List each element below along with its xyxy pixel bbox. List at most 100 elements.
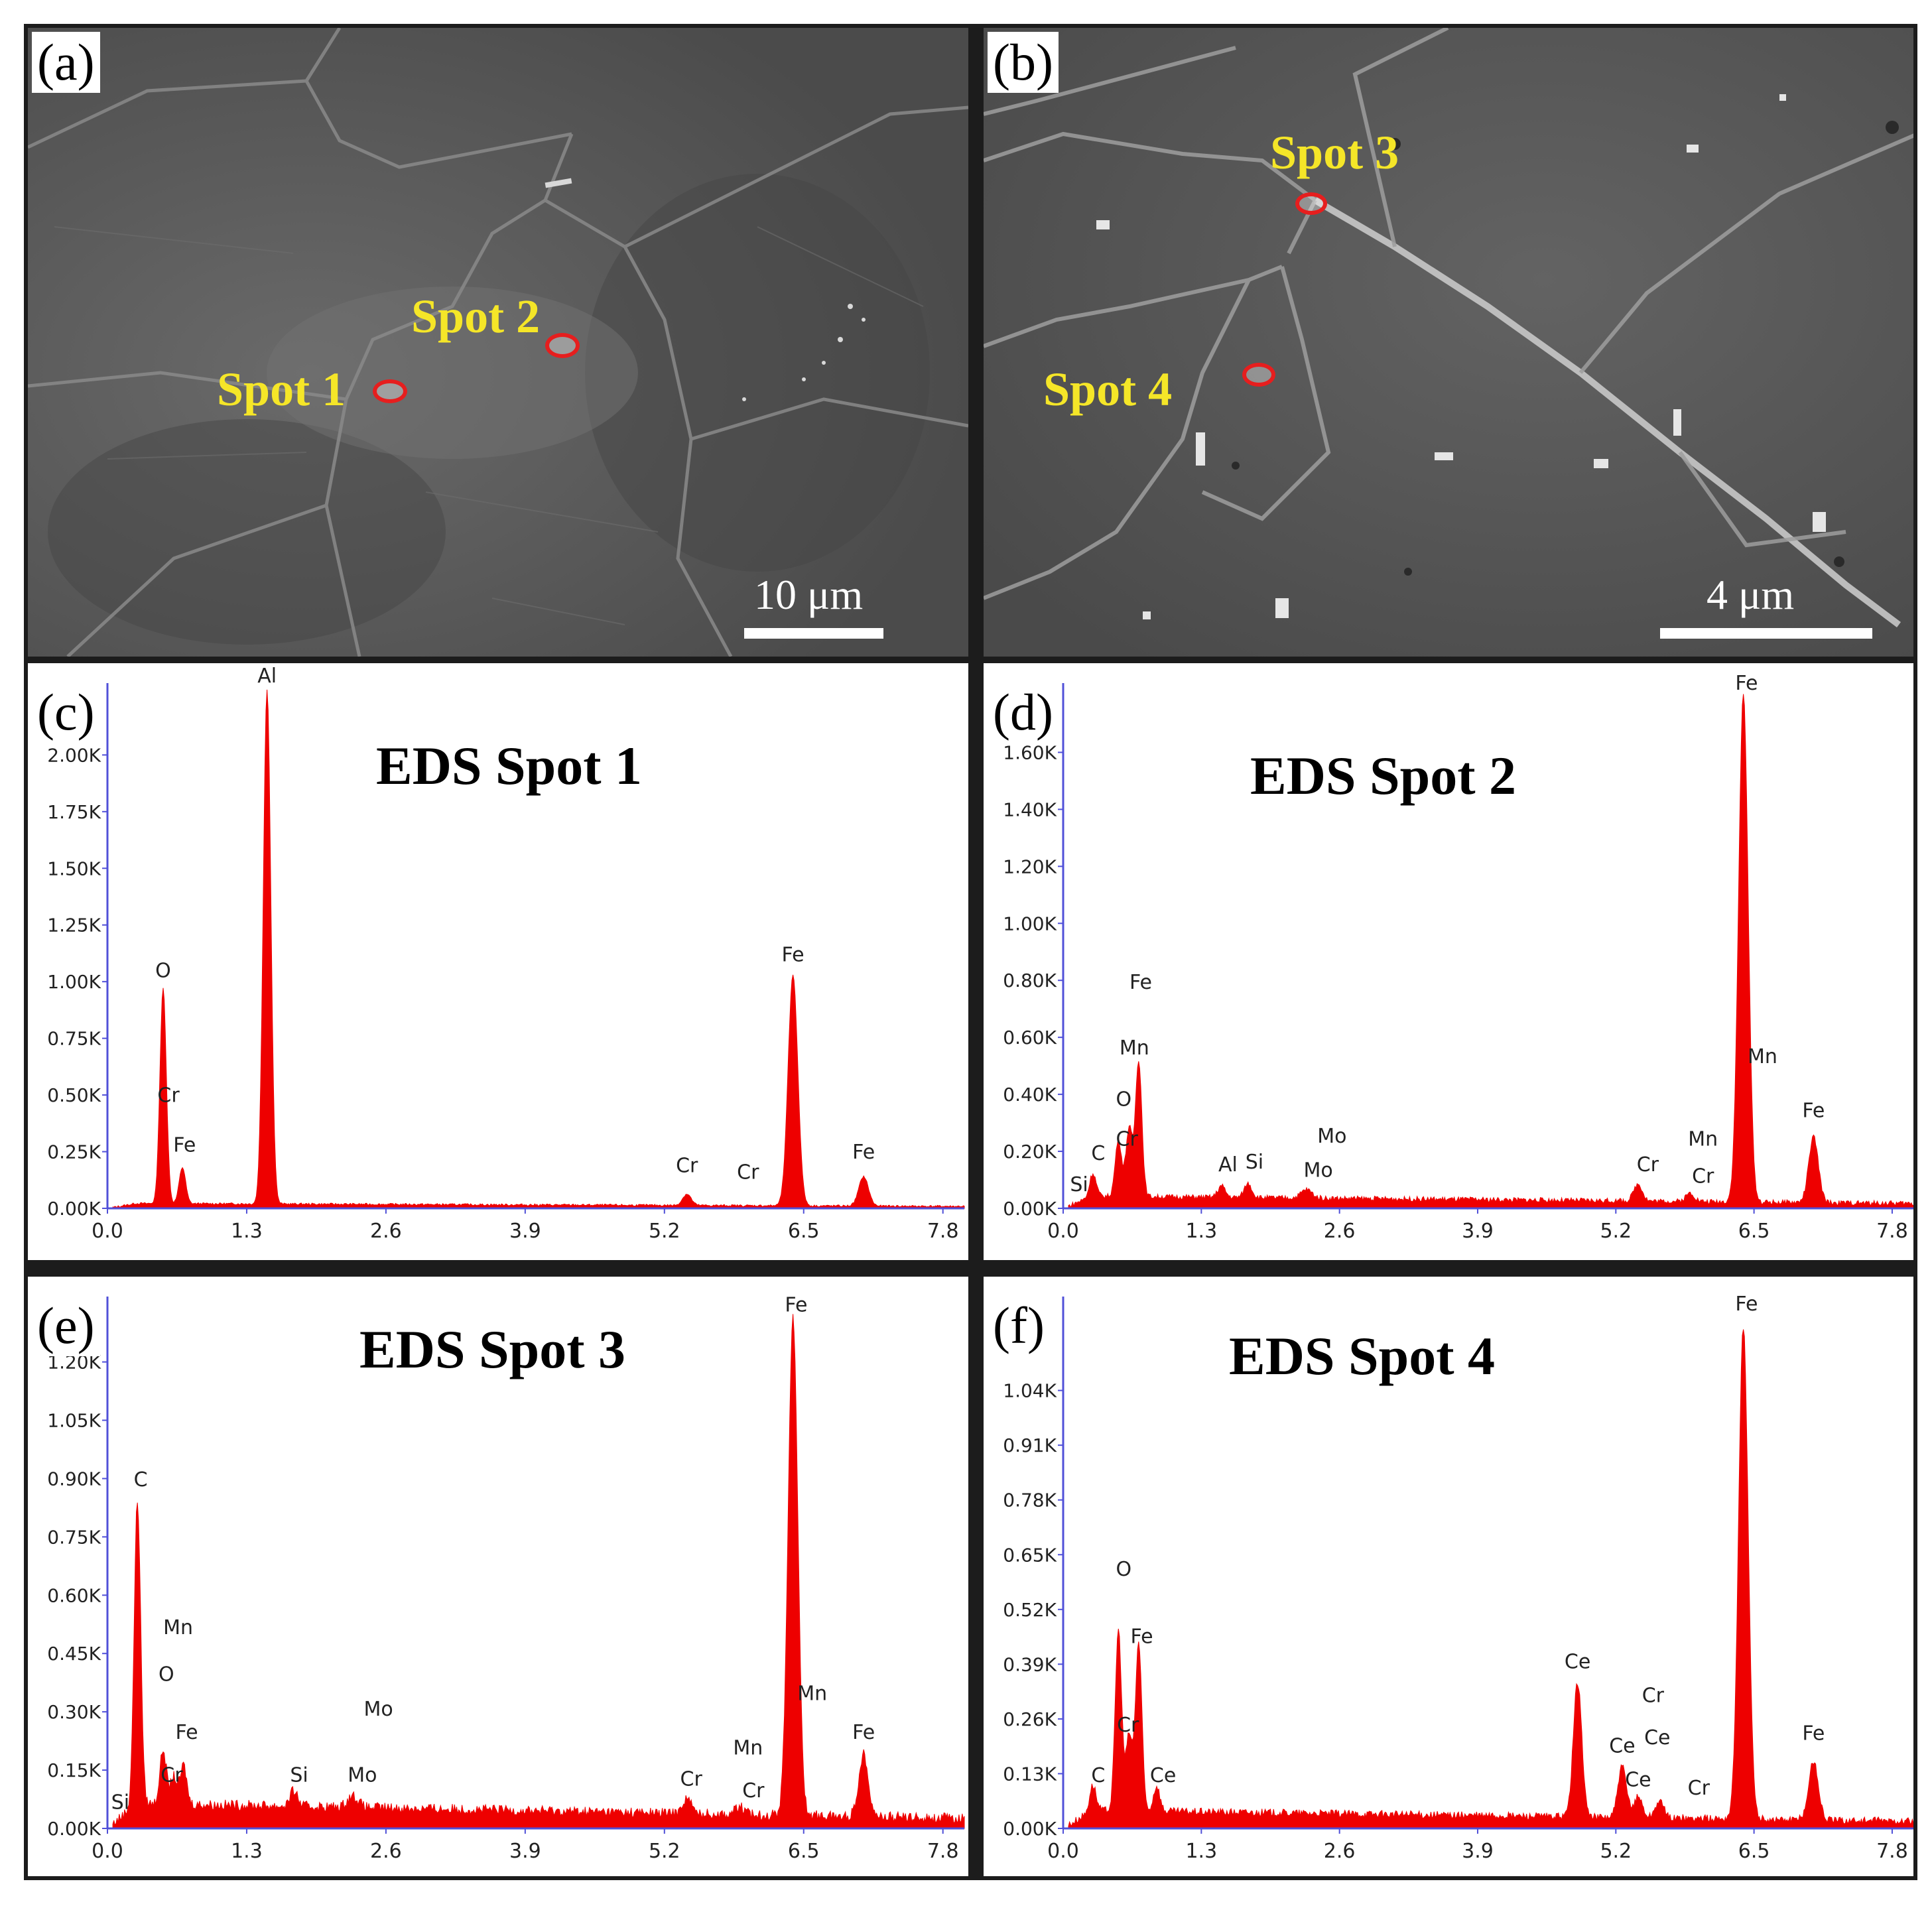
element-label-ce: Ce [1565,1651,1590,1674]
scale-bar-a [744,628,883,639]
element-label-ce: Ce [1150,1764,1176,1787]
element-label-c: C [134,1468,148,1492]
element-label-o: O [1116,1088,1132,1111]
x-tick-label: 7.8 [1876,1840,1908,1863]
element-label-cr: Cr [1642,1685,1665,1708]
element-label-mo: Mo [348,1764,377,1787]
y-tick-label: 0.60K [47,1584,101,1606]
y-tick-label: 0.60K [1003,1027,1057,1049]
spot-1-marker [373,379,407,403]
y-tick-label: 0.39K [1003,1653,1057,1675]
y-tick-label: 1.50K [47,858,101,879]
element-label-fe: Fe [1735,672,1758,695]
x-tick-label: 3.9 [1462,1840,1494,1863]
x-tick-label: 0.0 [1047,1840,1079,1863]
spot-4-label: Spot 4 [1043,363,1173,416]
x-tick-label: 2.6 [1324,1840,1356,1863]
y-tick-label: 0.78K [1003,1490,1057,1511]
element-label-fe: Fe [1802,1099,1825,1122]
y-tick-label: 0.25K [47,1141,101,1163]
x-tick-label: 7.8 [1876,1220,1908,1243]
element-label-o: O [159,1663,174,1686]
y-tick-label: 0.13K [1003,1763,1057,1785]
element-label-al: Al [1218,1153,1238,1177]
divider-vertical [968,28,984,1880]
y-tick-label: 0.75K [47,1028,101,1050]
eds-chart-d: 0.00K 0.20K 0.40K 0.60K 0.80K 1.00K 1.20K 1.40K… [1003,672,1914,1243]
panel-letter-c: (c) [32,682,100,743]
y-tick-label: 0.50K [47,1084,101,1106]
element-label-mn: Mn [1120,1037,1149,1060]
element-label-cr: Cr [680,1768,703,1791]
x-tick-label: 2.6 [1324,1220,1356,1243]
eds-title-c: EDS Spot 1 [376,735,643,796]
element-label-fe: Fe [852,1141,875,1164]
element-label-fe: Fe [1802,1722,1825,1746]
eds-panel-d: 0.00K 0.20K 0.40K 0.60K 0.80K 1.00K 1.20K 1.40K… [984,663,1917,1260]
element-label-ce: Ce [1644,1726,1670,1750]
element-label-ce: Ce [1609,1735,1635,1758]
x-tick-label: 5.2 [649,1220,680,1243]
y-tick-label: 1.40K [1003,798,1057,820]
x-tick-label: 3.9 [509,1840,541,1863]
element-label-cr: Cr [1637,1153,1659,1177]
element-label-cr: Cr [742,1779,765,1803]
spot-4-marker [1242,363,1275,387]
x-tick-label: 1.3 [1185,1840,1217,1863]
y-tick-label: 0.90K [47,1468,101,1490]
element-label-fe: Fe [1735,1293,1758,1316]
y-tick-label: 1.75K [47,801,101,823]
y-tick-label: 0.00K [1003,1198,1057,1220]
y-tick-label: 0.40K [1003,1084,1057,1106]
y-tick-label: 1.20K [1003,856,1057,877]
y-tick-label: 0.20K [1003,1141,1057,1163]
element-label-cr: Cr [1117,1714,1139,1737]
scale-bar-text-a: 10 μm [754,571,864,618]
x-tick-label: 0.0 [92,1840,123,1863]
eds-panel-f: 0.00K 0.13K 0.26K 0.39K 0.52K 0.65K 0.78K 0.91K… [984,1277,1917,1880]
element-label-cr: Cr [737,1161,759,1184]
x-tick-label: 5.2 [1600,1220,1632,1243]
element-label-mn: Mn [797,1683,827,1706]
x-tick-label: 7.8 [927,1220,959,1243]
y-tick-label: 0.00K [47,1198,101,1220]
y-tick-label: 1.05K [47,1410,101,1432]
element-label-mn: Mn [1748,1045,1777,1068]
element-label-fe: Fe [1131,1625,1153,1649]
element-label-mo: Mo [363,1698,393,1721]
element-label-cr: Cr [1116,1127,1139,1151]
panel-letter-d: (d) [988,682,1059,743]
element-label-fe: Fe [1129,971,1152,994]
y-tick-label: 0.00K [1003,1818,1057,1840]
eds-spectrum-area [1068,694,1914,1209]
element-label-cr: Cr [161,1764,183,1787]
x-tick-label: 5.2 [649,1840,680,1863]
divider-horizontal-2 [28,1260,1917,1277]
element-label-mn: Mn [1688,1127,1718,1151]
y-tick-label: 0.26K [1003,1708,1057,1730]
y-tick-label: 2.00K [47,744,101,766]
element-label-fe: Fe [175,1721,198,1744]
y-tick-label: 0.00K [47,1818,101,1840]
eds-title-e: EDS Spot 3 [359,1319,626,1379]
y-tick-label: 0.75K [47,1526,101,1548]
element-label-fe: Fe [785,1293,807,1316]
spot-2-label: Spot 2 [411,290,541,343]
eds-title-d: EDS Spot 2 [1250,745,1517,806]
y-tick-label: 0.91K [1003,1434,1057,1456]
eds-chart-e: 0.00K 0.15K 0.30K 0.45K 0.60K 0.75K 0.90K 1.05K… [47,1293,965,1863]
element-label-fe: Fe [782,943,805,966]
x-tick-label: 1.3 [231,1220,263,1243]
x-tick-label: 1.3 [231,1840,263,1863]
eds-chart-f: 0.00K 0.13K 0.26K 0.39K 0.52K 0.65K 0.78K 0.91K… [1003,1293,1914,1863]
element-label-ce: Ce [1625,1769,1651,1792]
y-tick-label: 1.25K [47,915,101,936]
y-tick-label: 1.00K [1003,913,1057,934]
panel-letter-e: (e) [32,1295,100,1356]
y-tick-label: 1.60K [1003,741,1057,763]
spot-3-label: Spot 3 [1270,126,1399,179]
element-label-c: C [1091,1764,1105,1787]
spot-2-marker [545,333,580,358]
y-tick-label: 0.80K [1003,970,1057,991]
element-label-mo: Mo [1303,1159,1332,1182]
